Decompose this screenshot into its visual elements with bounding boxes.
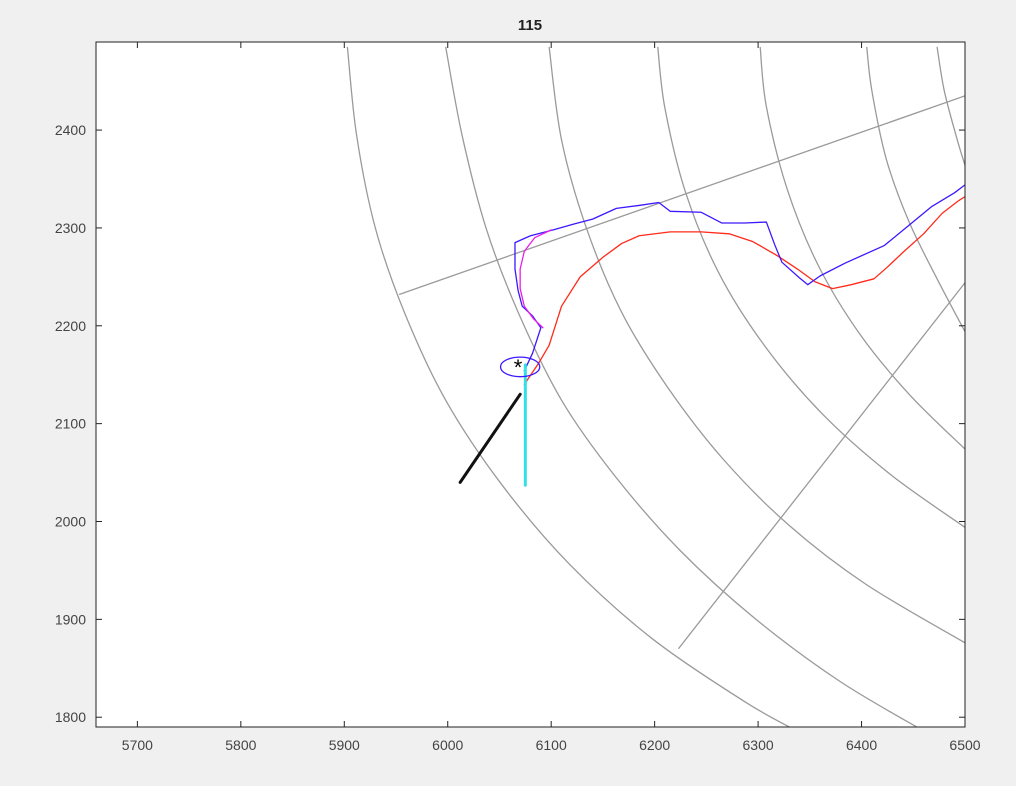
plot-frame [95, 41, 966, 728]
x-tick-label: 6400 [846, 737, 877, 753]
x-tick-label: 6200 [639, 737, 670, 753]
y-tick-label: 2200 [55, 318, 86, 334]
range-ring-5 [759, 46, 965, 450]
series-line-3 [519, 229, 552, 329]
polar-grid [346, 46, 965, 727]
x-tick-label: 6100 [536, 737, 567, 753]
series-line-4 [458, 392, 522, 484]
range-ring-2 [445, 46, 919, 727]
x-tick-label: 5900 [329, 737, 360, 753]
uncertainty-ellipse [499, 356, 541, 378]
x-tick-label: 6300 [743, 737, 774, 753]
range-ring-3 [548, 46, 965, 644]
y-tick-label: 2000 [55, 514, 86, 530]
series-line-2 [514, 184, 965, 372]
plot-area [96, 42, 965, 727]
range-ring-7 [936, 46, 965, 166]
y-tick-label: 2100 [55, 416, 86, 432]
y-axis: 1800 1900 2000 2100 2200 2300 2400 [55, 122, 965, 725]
range-ring-6 [866, 46, 965, 332]
x-tick-label: 6500 [949, 737, 980, 753]
chart-title: 115 [518, 17, 542, 34]
series-layer: * [458, 184, 965, 487]
x-tick-label: 5700 [122, 737, 153, 753]
azimuth-line-1 [398, 95, 965, 296]
range-ring-1 [346, 46, 791, 727]
y-tick-label: 2300 [55, 220, 86, 236]
series-line-1 [523, 195, 965, 386]
x-tick-label: 6000 [432, 737, 463, 753]
y-tick-label: 1800 [55, 709, 86, 725]
y-tick-label: 1900 [55, 611, 86, 627]
position-marker: * [514, 355, 523, 380]
x-axis: 5700 5800 5900 6000 6100 6200 6300 6400 6500 [122, 42, 981, 753]
range-ring-4 [657, 46, 965, 528]
y-tick-label: 2400 [55, 122, 86, 138]
x-tick-label: 5800 [225, 737, 256, 753]
azimuth-line-2 [677, 282, 965, 650]
